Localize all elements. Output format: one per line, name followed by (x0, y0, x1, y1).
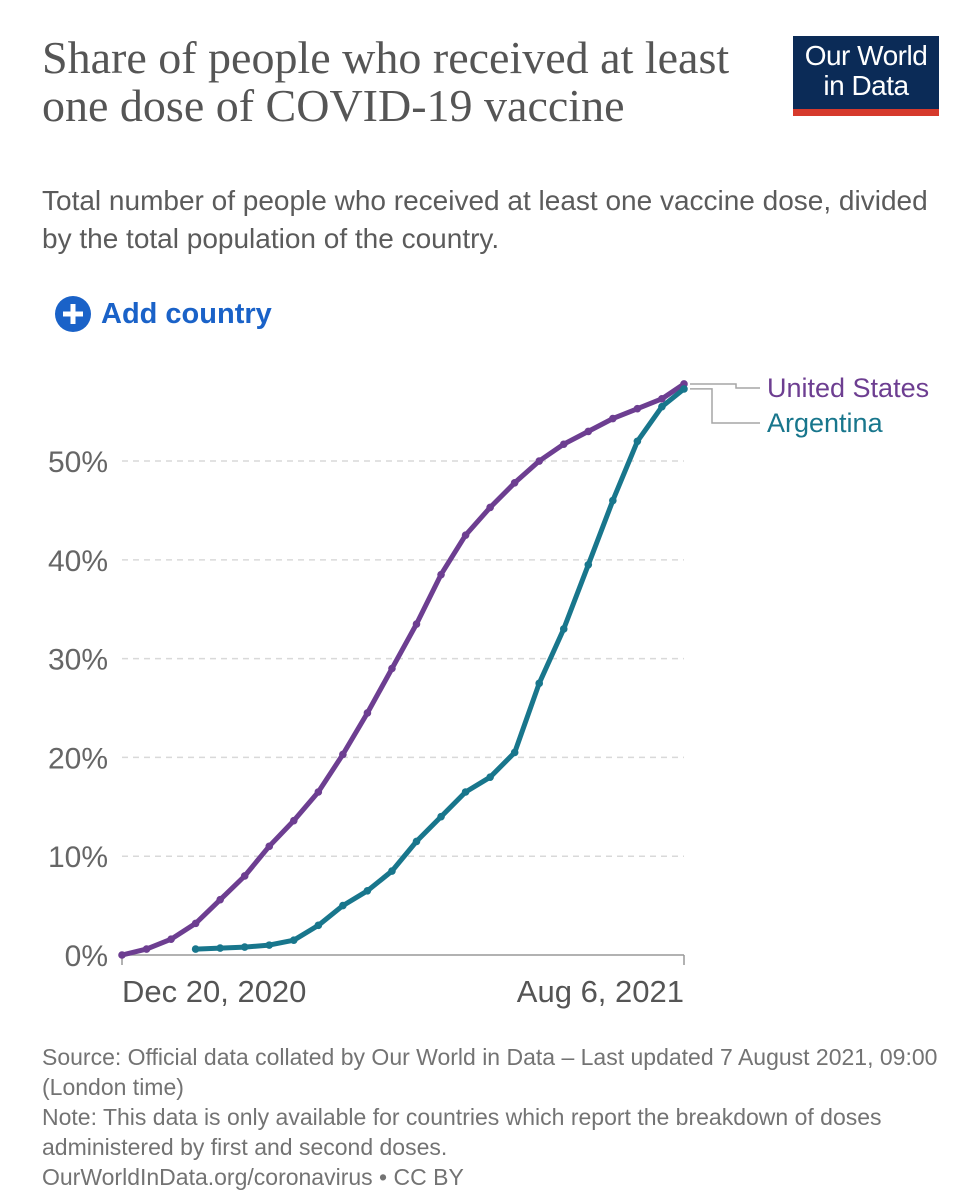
legend-label-united-states[interactable]: United States (767, 373, 929, 403)
data-point-united-states (461, 531, 470, 539)
logo-line-2: in Data (823, 70, 909, 101)
data-point-argentina (535, 679, 544, 688)
data-point-argentina (265, 941, 274, 949)
y-tick-label: 50% (48, 446, 108, 479)
data-point-united-states (584, 427, 593, 436)
y-tick-label: 0% (65, 940, 108, 973)
data-point-united-states (486, 503, 494, 512)
data-point-argentina (412, 837, 421, 846)
data-point-united-states (167, 935, 175, 943)
x-tick-label: Dec 20, 2020 (122, 974, 306, 1009)
data-point-argentina (680, 385, 688, 393)
data-point-united-states (216, 895, 224, 904)
data-point-united-states (412, 620, 421, 628)
data-point-united-states (633, 404, 642, 413)
data-point-united-states (535, 457, 544, 465)
data-point-argentina (339, 901, 347, 910)
y-tick-label: 30% (48, 644, 108, 677)
data-point-argentina (486, 773, 494, 781)
data-point-united-states (191, 919, 200, 928)
plus-circle-icon (55, 296, 91, 332)
data-point-united-states (314, 788, 323, 796)
vaccination-line-chart: 0% 10% 20% 30% 40% 50% Dec 20, 2020 Aug 6, 2021… (48, 373, 929, 1009)
data-point-argentina (633, 437, 642, 446)
legend-connector-united-states (690, 383, 760, 389)
data-point-united-states (609, 414, 617, 423)
data-point-argentina (314, 921, 323, 930)
data-point-united-states (363, 709, 372, 717)
add-country-label: Add country (101, 297, 272, 330)
legend-label-argentina[interactable]: Argentina (767, 408, 884, 438)
data-point-argentina (609, 496, 617, 505)
data-point-argentina (510, 748, 519, 757)
series-line-united-states[interactable] (119, 381, 687, 958)
x-tick-label: Aug 6, 2021 (517, 974, 684, 1009)
data-point-united-states (289, 816, 298, 825)
legend-connector-argentina (690, 388, 760, 424)
chart-title: Share of people who received at least on… (42, 32, 730, 131)
data-point-argentina (289, 936, 298, 944)
source-link[interactable]: OurWorldInData.org/coronavirus • CC BY (42, 1164, 464, 1190)
logo-line-1: Our World (804, 40, 928, 71)
data-note: Note: This data is only available for co… (42, 1104, 882, 1160)
data-point-argentina (584, 560, 593, 569)
data-point-argentina (559, 625, 568, 633)
add-country-button[interactable]: Add country (55, 296, 272, 332)
data-point-united-states (510, 478, 519, 487)
series-line-argentina[interactable] (193, 386, 687, 952)
chart-footer: Source: Official data collated by Our Wo… (42, 1042, 942, 1192)
data-point-united-states (559, 440, 568, 449)
data-point-united-states (388, 664, 396, 673)
y-tick-label: 20% (48, 742, 108, 775)
data-point-united-states (265, 842, 274, 851)
data-point-argentina (240, 943, 249, 951)
data-point-argentina (388, 867, 396, 875)
data-point-argentina (191, 945, 200, 953)
data-point-united-states (658, 394, 666, 403)
data-point-united-states (437, 570, 445, 579)
y-tick-label: 40% (48, 545, 108, 578)
data-point-argentina (437, 812, 445, 821)
chart-subtitle: Total number of people who received at l… (42, 185, 928, 254)
data-point-united-states (142, 945, 151, 953)
data-point-argentina (658, 402, 666, 411)
y-tick-label: 10% (48, 841, 108, 874)
data-point-united-states (240, 872, 249, 880)
data-point-united-states (118, 951, 126, 959)
data-point-argentina (216, 944, 224, 952)
data-point-argentina (363, 886, 372, 895)
source-note: Source: Official data collated by Our Wo… (42, 1044, 938, 1100)
data-point-united-states (339, 750, 347, 759)
data-point-argentina (461, 788, 470, 796)
owid-logo[interactable]: Our World in Data (793, 36, 939, 116)
